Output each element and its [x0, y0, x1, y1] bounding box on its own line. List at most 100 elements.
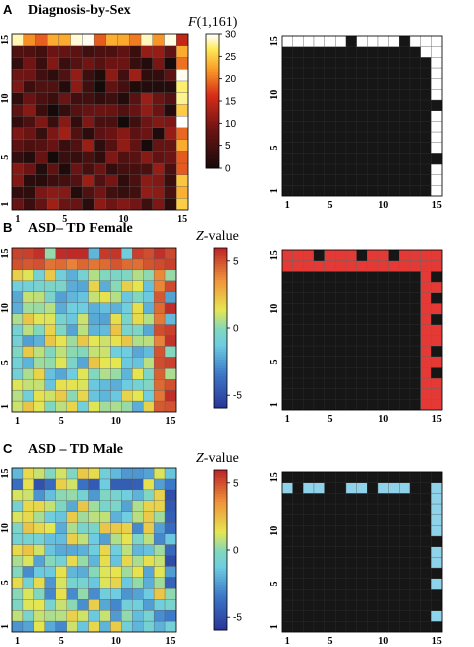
mask-cell-significant: [420, 356, 432, 368]
mask-cell: [281, 377, 293, 389]
heatmap-cell: [132, 489, 144, 501]
heatmap-cell: [88, 609, 100, 622]
colorbar-step: [214, 322, 227, 326]
heatmap-cell: [58, 186, 71, 199]
heatmap-cell: [164, 335, 177, 347]
heatmap-cell: [33, 302, 45, 314]
mask-cell: [313, 546, 325, 558]
mask-cell-significant: [431, 546, 443, 558]
heatmap-cell: [88, 467, 100, 480]
mask-cell-significant: [388, 482, 400, 494]
x-tick-label: 1: [15, 636, 20, 647]
heatmap-cell: [70, 151, 83, 164]
heatmap-cell: [93, 198, 107, 211]
mask-cell: [420, 578, 432, 590]
heatmap-cell: [58, 151, 71, 164]
mask-cell: [409, 142, 421, 154]
mask-cell: [367, 142, 379, 154]
heatmap-cell: [140, 139, 153, 152]
heatmap-cell: [23, 127, 36, 140]
mask-cell: [313, 110, 325, 122]
mask-cell: [399, 292, 411, 304]
colorbar-step: [206, 125, 219, 129]
heatmap-cell: [77, 620, 89, 633]
colorbar-step: [206, 152, 219, 156]
colorbar-step: [214, 269, 227, 273]
mask-cell: [377, 471, 389, 483]
colorbar-step: [214, 515, 227, 519]
heatmap-cell: [153, 544, 166, 556]
mask-cell-significant: [345, 249, 357, 261]
heatmap-cell: [110, 280, 122, 292]
mask-cell: [356, 313, 368, 325]
heatmap-cell: [66, 302, 78, 314]
mask-cell-significant: [431, 503, 443, 515]
colorbar-step: [206, 147, 219, 151]
heatmap-cell: [153, 357, 166, 369]
heatmap-cell: [55, 478, 67, 491]
colorbar-tick-label: 15: [225, 97, 237, 108]
mask-cell: [324, 292, 336, 304]
mask-cell: [399, 471, 411, 483]
heatmap-cell: [99, 291, 111, 303]
heatmap-cell: [164, 127, 177, 140]
heatmap-cell: [23, 151, 36, 164]
heatmap-cell: [55, 357, 67, 369]
mask-cell: [399, 367, 411, 379]
mask-cell: [281, 546, 293, 558]
heatmap-cell: [152, 139, 165, 152]
x-tick-label: 10: [111, 416, 121, 427]
mask-cell: [409, 292, 421, 304]
heatmap-cell: [143, 599, 155, 611]
mask-cell: [281, 153, 293, 165]
mask-cell: [409, 388, 421, 400]
heatmap-cell: [44, 280, 56, 292]
mask-cell-significant: [409, 260, 421, 272]
mask-cell: [431, 99, 443, 111]
mask-cell: [335, 525, 347, 537]
heatmap-cell: [11, 115, 24, 129]
mask-cell: [303, 388, 315, 400]
mask-cell: [292, 281, 304, 293]
mask-cell: [324, 557, 336, 569]
heatmap-cell: [152, 69, 165, 82]
mask-cell: [303, 399, 315, 411]
mask-cell: [399, 46, 411, 58]
mask-cell: [356, 131, 368, 143]
heatmap-cell: [153, 247, 166, 260]
mask-cell: [303, 153, 315, 165]
mask-cell: [303, 271, 315, 283]
mask-cell: [420, 99, 432, 111]
heatmap-cell: [11, 379, 24, 391]
heatmap-cell: [93, 139, 107, 152]
heatmap-cell: [55, 291, 67, 303]
colorbar-tick-label: -5: [233, 391, 242, 402]
mask-cell: [335, 503, 347, 515]
heatmap-cell: [105, 139, 118, 152]
mask-cell: [367, 271, 379, 283]
mask-cell: [313, 281, 325, 293]
colorbar-step: [214, 507, 227, 511]
colorbar-step: [214, 574, 227, 578]
heatmap-cell: [99, 522, 111, 534]
mask-cell-significant: [399, 249, 411, 261]
heatmap-cell: [55, 313, 67, 325]
heatmap-cell: [105, 151, 118, 164]
mask-cell-significant: [420, 324, 432, 336]
heatmap-cell: [55, 533, 67, 545]
mask-cell: [292, 67, 304, 79]
heatmap-cell: [110, 566, 122, 578]
heatmap-cell: [55, 577, 67, 589]
heatmap-cell: [11, 566, 24, 578]
mask-cell: [409, 313, 421, 325]
mask-cell: [420, 142, 432, 154]
colorbar-step: [206, 96, 219, 100]
colorbar-tick-label: 5: [233, 478, 239, 489]
heatmap-cell: [22, 609, 35, 622]
mask-cell: [335, 557, 347, 569]
heatmap-cell: [121, 467, 133, 480]
mask-cell: [399, 621, 411, 633]
mask-cell: [345, 131, 357, 143]
